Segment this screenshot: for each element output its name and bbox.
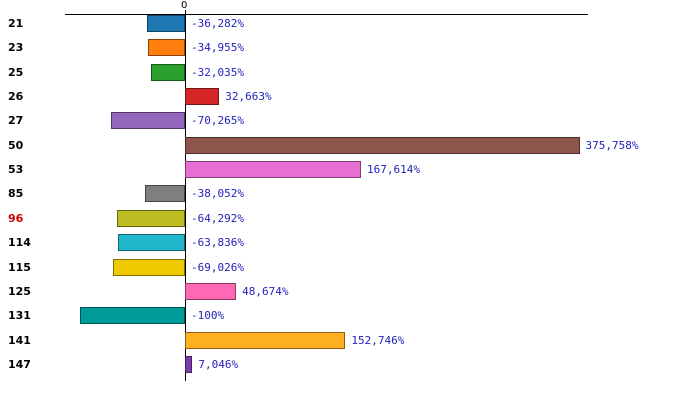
category-label-25: 25 xyxy=(8,65,24,79)
bar-50 xyxy=(185,136,580,154)
bar-96 xyxy=(117,209,185,227)
value-label-50: 375,758% xyxy=(585,138,639,152)
bar-23 xyxy=(148,39,185,57)
value-label-85: -38,052% xyxy=(191,187,244,201)
bar-85 xyxy=(145,185,185,203)
value-label-26: 32,663% xyxy=(225,90,272,104)
value-label-125: 48,674% xyxy=(242,284,289,298)
value-label-141: 152,746% xyxy=(351,333,405,347)
value-label-131: -100% xyxy=(191,309,225,323)
value-label-114: -63,836% xyxy=(191,236,244,250)
category-label-53: 53 xyxy=(8,163,24,177)
category-label-27: 27 xyxy=(8,114,24,128)
value-label-25: -32,035% xyxy=(191,65,244,79)
bar-131 xyxy=(80,307,185,325)
category-label-85: 85 xyxy=(8,187,24,201)
value-label-27: -70,265% xyxy=(191,114,244,128)
value-label-21: -36,282% xyxy=(191,17,244,30)
category-label-115: 115 xyxy=(8,260,31,274)
bar-141 xyxy=(185,331,346,349)
bar-114 xyxy=(117,234,185,252)
category-label-50: 50 xyxy=(8,138,24,152)
category-label-96: 96 xyxy=(8,211,24,225)
category-label-23: 23 xyxy=(8,41,24,55)
category-label-21: 21 xyxy=(8,17,24,30)
value-label-147: 7,046% xyxy=(198,357,239,371)
bar-21 xyxy=(146,15,185,32)
category-label-114: 114 xyxy=(8,236,31,250)
category-label-125: 125 xyxy=(8,284,31,298)
value-label-23: -34,955% xyxy=(191,41,244,55)
category-label-147: 147 xyxy=(8,357,31,371)
bar-53 xyxy=(185,161,361,179)
value-label-96: -64,292% xyxy=(191,211,244,225)
value-label-115: -69,026% xyxy=(191,260,244,274)
value-label-53: 167,614% xyxy=(366,163,420,177)
bar-25 xyxy=(151,63,185,81)
x-axis-line xyxy=(65,14,588,15)
zero-tick-label: 0 xyxy=(181,0,188,11)
bar-26 xyxy=(185,88,220,106)
bar-115 xyxy=(112,258,185,276)
category-label-26: 26 xyxy=(8,90,24,104)
bar-147 xyxy=(185,355,193,373)
category-label-131: 131 xyxy=(8,309,31,323)
category-label-141: 141 xyxy=(8,333,31,347)
bar-125 xyxy=(185,282,237,300)
bar-27 xyxy=(111,112,185,130)
zero-axis-line xyxy=(185,10,186,381)
